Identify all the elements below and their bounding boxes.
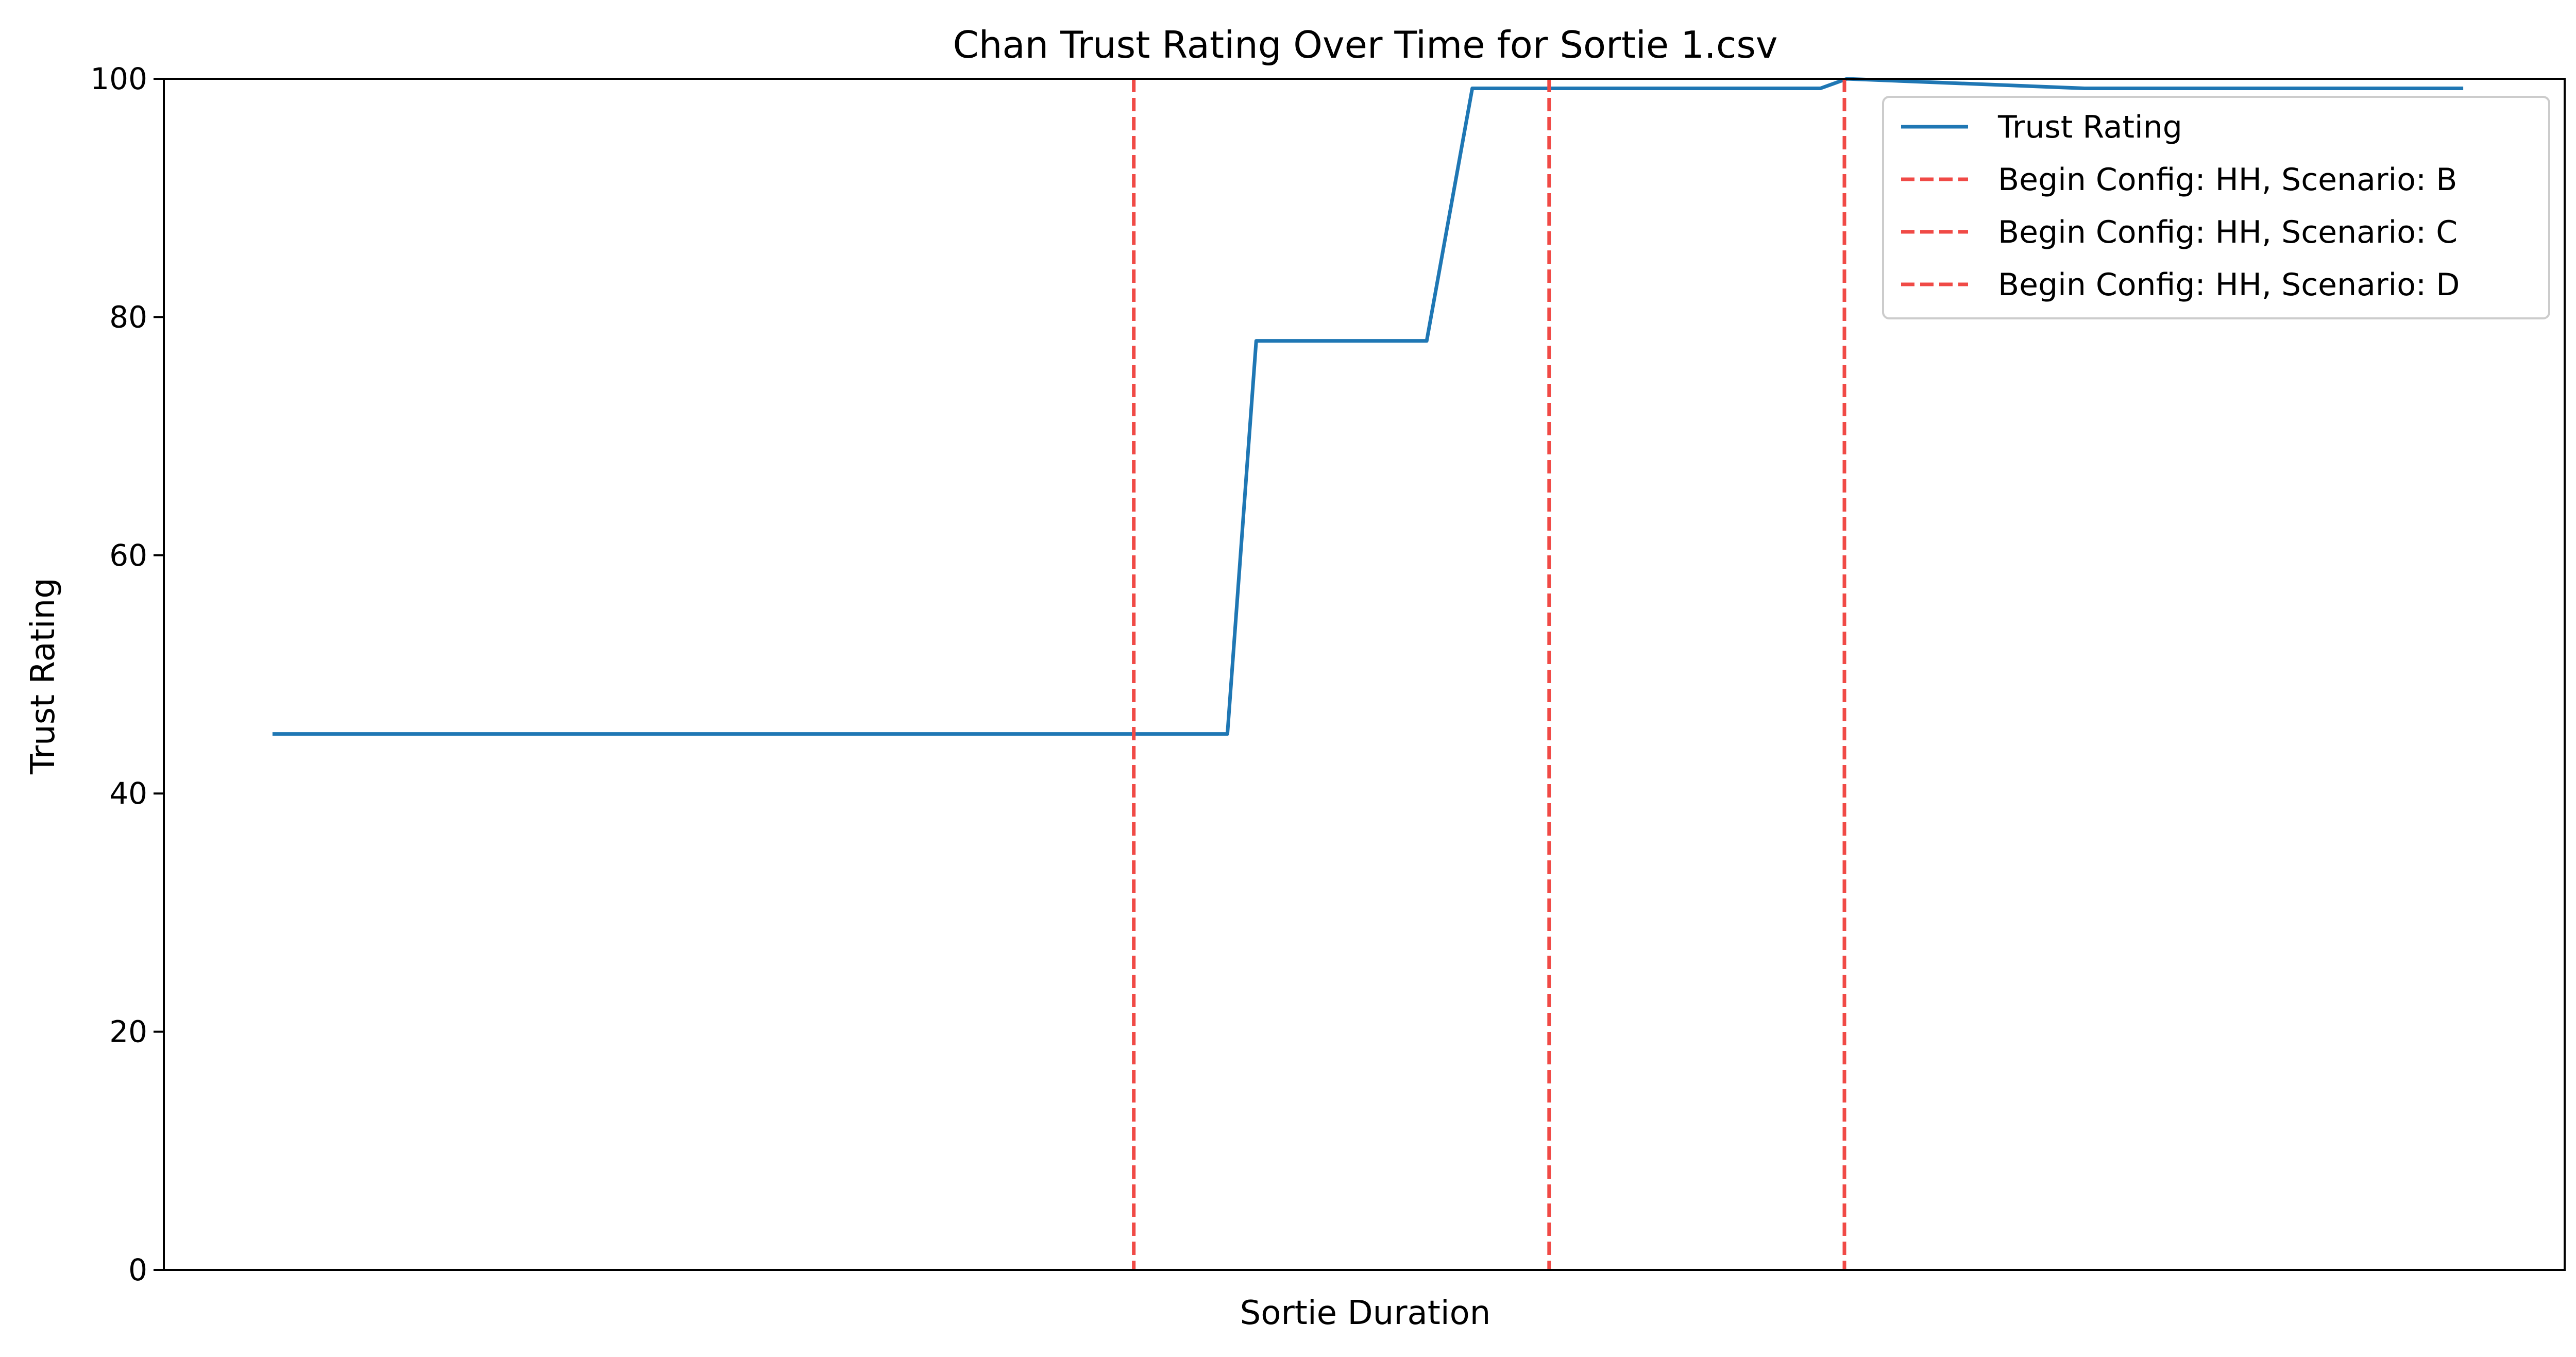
y-tick-label: 0 (128, 1252, 147, 1287)
legend-box (1882, 96, 2550, 319)
legend-label-2: Begin Config: HH, Scenario: B (1998, 162, 2457, 198)
legend-label-4: Begin Config: HH, Scenario: D (1998, 267, 2460, 303)
y-tick-label: 80 (109, 299, 147, 334)
y-tick-label: 40 (109, 776, 147, 811)
legend-label-3: Begin Config: HH, Scenario: C (1998, 214, 2458, 250)
plot-area: 0 20 40 60 80 100 (90, 61, 2566, 1287)
y-axis-title: Trust Rating (24, 578, 62, 775)
plot-frame (163, 78, 2566, 1271)
legend-label-1: Trust Rating (1997, 109, 2182, 145)
legend: Trust Rating Begin Config: HH, Scenario: … (1882, 96, 2550, 319)
y-tick-label: 60 (109, 538, 147, 573)
x-axis-title: Sortie Duration (1240, 1294, 1491, 1332)
y-tick-label: 20 (109, 1014, 147, 1049)
chart-title: Chan Trust Rating Over Time for Sortie 1… (953, 23, 1777, 66)
y-tick-label: 100 (90, 61, 147, 96)
